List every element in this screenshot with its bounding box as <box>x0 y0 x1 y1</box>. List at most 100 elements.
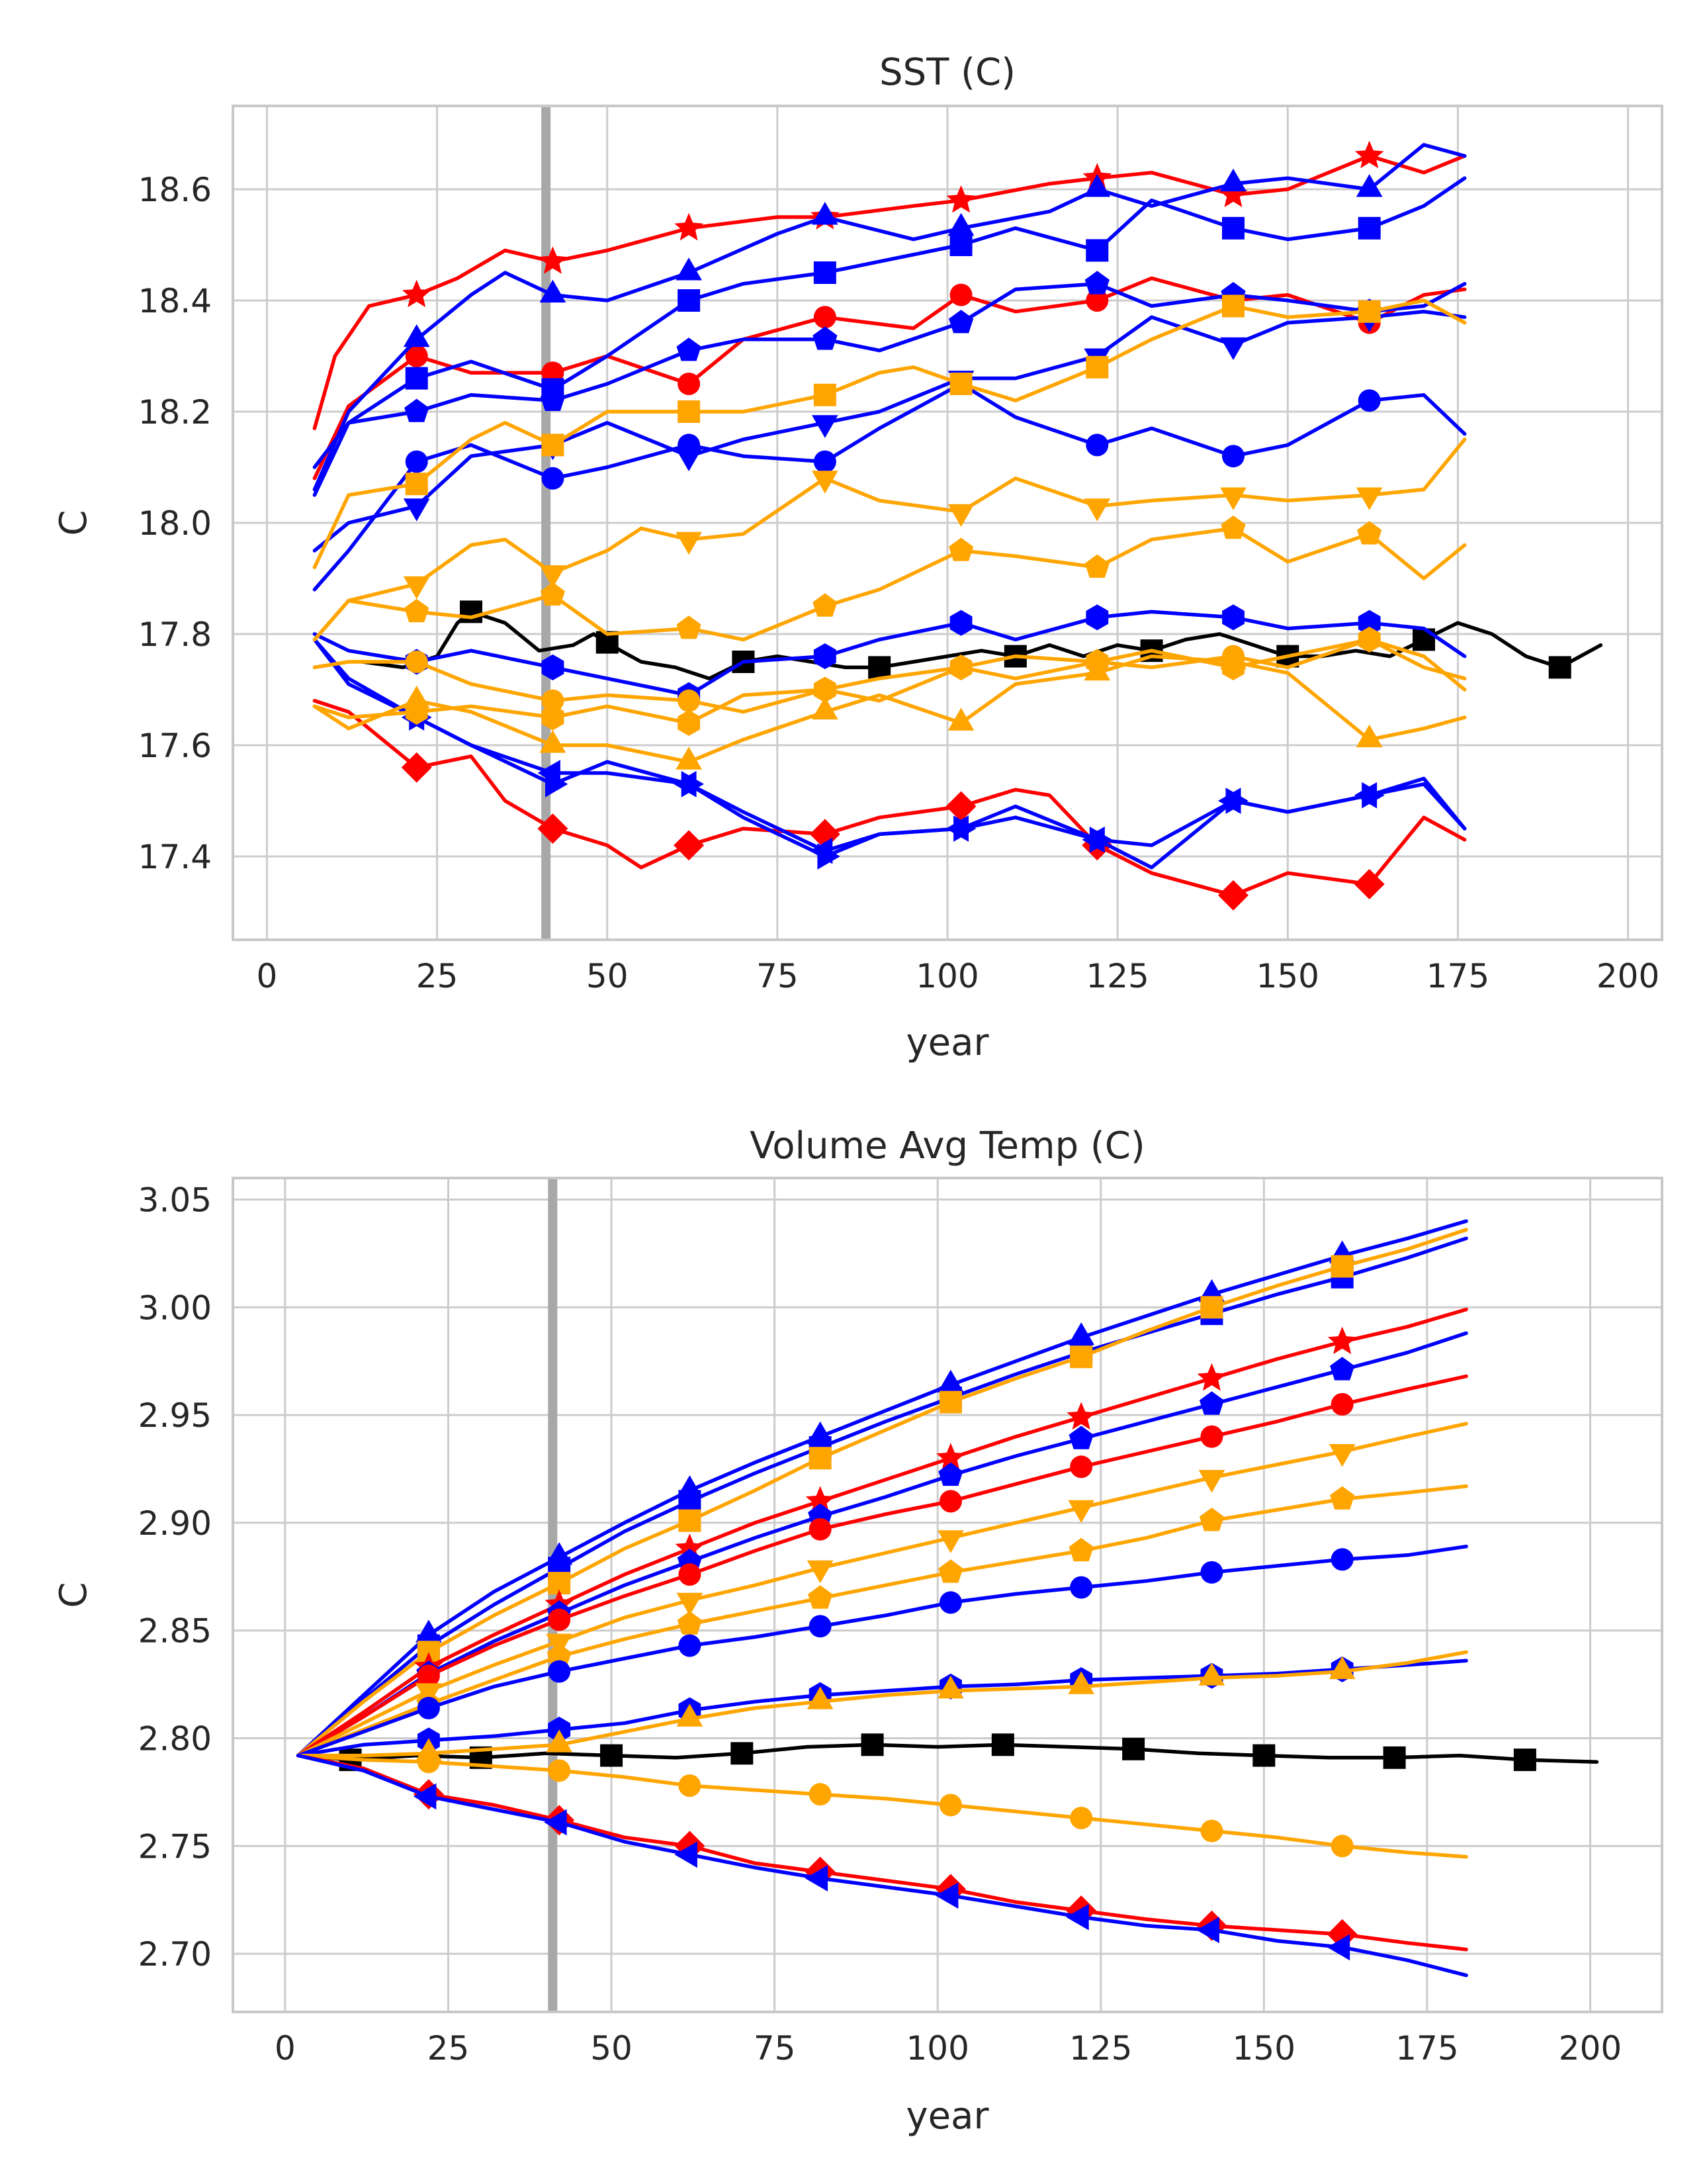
sst-series-marker <box>541 467 564 490</box>
sst-series-marker <box>1082 826 1105 853</box>
sst-panel: 0 25 50 75 100 125 150 175 200 17.417.617.818.01… <box>52 51 1663 1064</box>
sst-series-marker <box>949 610 973 636</box>
sst-series-marker <box>541 704 564 731</box>
volume-avg-temp-series-marker <box>938 1559 963 1583</box>
volume-avg-temp-series-marker <box>861 1733 884 1756</box>
volume-avg-temp-series-line <box>296 1753 1468 1859</box>
sst-series-marker <box>1358 626 1381 653</box>
volume-avg-temp-series-marker <box>1069 1426 1094 1449</box>
sst-series-line <box>312 176 1467 497</box>
volume-avg-temp-series-marker <box>678 1634 701 1657</box>
sst-series-marker <box>676 338 701 361</box>
volume-avg-temp-series-marker <box>1197 1363 1227 1391</box>
sst-series-marker <box>1086 433 1109 457</box>
sst-y-tick-label: 18.0 <box>138 504 212 543</box>
sst-y-axis-label: C <box>52 510 95 535</box>
sst-series-marker <box>809 819 840 850</box>
sst-series-11 <box>312 637 1467 870</box>
sst-series-marker <box>1086 355 1109 379</box>
sst-series-marker <box>1358 610 1381 636</box>
sst-series-marker <box>813 261 836 284</box>
sst-series-marker <box>539 730 566 753</box>
sst-series-marker <box>537 813 568 844</box>
sst-series-marker <box>1221 515 1246 539</box>
sst-y-tick-labels: 17.4 17.6 17.8 18.0 18.2 18.4 18.6 <box>138 171 212 876</box>
sst-series-marker <box>540 387 565 411</box>
volume-avg-temp-series-marker <box>936 1882 959 1909</box>
sst-series-line <box>312 310 1467 553</box>
sst-series-marker <box>1357 521 1382 545</box>
volume-avg-temp-series-marker <box>1069 1537 1094 1562</box>
volume-avg-temp-series-marker <box>1331 1392 1354 1416</box>
sst-series-marker <box>1222 604 1245 631</box>
sst-series-marker <box>1356 724 1383 748</box>
volume-avg-temp-series-marker <box>1066 1903 1089 1931</box>
sst-series-marker <box>868 656 891 679</box>
volume-avg-temp-series-6 <box>296 1374 1468 1758</box>
volume-avg-temp-series-marker <box>808 1585 833 1609</box>
sst-series-marker <box>947 212 975 236</box>
volume-avg-temp-series-marker <box>1068 1322 1095 1345</box>
sst-x-tick-labels: 0 25 50 75 100 125 150 175 200 <box>257 957 1660 995</box>
volume-avg-temp-series-line <box>296 1650 1468 1758</box>
sst-series-marker <box>676 615 701 639</box>
sst-series-line <box>312 382 1467 592</box>
sst-x-tick-label: 0 <box>257 957 278 995</box>
sst-series-marker <box>538 246 568 274</box>
volume-avg-temp-series-line <box>296 1236 1468 1758</box>
sst-x-tick-label: 25 <box>416 957 459 995</box>
sst-series-marker <box>1220 647 1247 670</box>
volume-avg-temp-series-marker <box>1383 1746 1406 1769</box>
sst-series-line <box>360 610 1603 680</box>
volume-avg-temp-series-marker <box>1198 1470 1225 1493</box>
sst-series-marker <box>1356 174 1383 197</box>
sst-series-marker <box>405 473 428 496</box>
volume-avg-temp-series-marker <box>676 1592 703 1616</box>
sst-series-line <box>312 282 1467 469</box>
sst-series-line <box>312 298 1467 569</box>
volume-avg-temp-series-marker <box>678 1563 701 1586</box>
sst-series-9 <box>312 604 1467 708</box>
sst-series <box>312 107 1603 938</box>
sst-series-marker <box>541 654 564 680</box>
sst-series-marker <box>405 450 428 473</box>
sst-title: SST (C) <box>879 51 1016 94</box>
volume-avg-temp-y-tick-label: 2.80 <box>138 1720 212 1758</box>
sst-series-4 <box>312 143 1467 492</box>
volume-avg-temp-series-marker <box>1200 1296 1223 1319</box>
sst-series-marker <box>404 598 429 623</box>
volume-avg-temp-series-marker <box>547 1643 572 1667</box>
sst-series-marker <box>1220 168 1247 192</box>
volume-avg-temp-series-marker <box>1329 1444 1356 1467</box>
volume-avg-temp-series-marker <box>805 1486 835 1514</box>
volume-avg-temp-x-tick-label: 0 <box>275 2029 296 2068</box>
volume-avg-temp-series-11 <box>296 1650 1468 1761</box>
volume-avg-temp-y-tick-label: 2.85 <box>138 1612 212 1651</box>
volume-avg-temp-series-marker <box>991 1733 1014 1756</box>
volume-avg-temp-series-marker <box>938 1675 964 1699</box>
sst-series-marker <box>1222 445 1245 468</box>
volume-avg-temp-series <box>296 1179 1599 2011</box>
sst-series-marker <box>949 283 973 306</box>
sst-series-marker <box>947 707 975 731</box>
sst-series-marker <box>676 257 702 281</box>
sst-series-marker <box>947 504 975 527</box>
volume-avg-temp-series-marker <box>1327 1919 1358 1950</box>
volume-avg-temp-series-marker <box>1200 1425 1223 1448</box>
sst-series-14 <box>312 515 1467 642</box>
volume-avg-temp-series-marker <box>677 1611 702 1635</box>
sst-series-marker <box>403 498 430 522</box>
volume-avg-temp-series-marker <box>1196 1917 1219 1944</box>
volume-avg-temp-series-marker <box>678 1490 701 1513</box>
volume-avg-temp-series-marker <box>544 1809 567 1836</box>
sst-grid <box>233 106 1662 940</box>
volume-avg-temp-series-12 <box>296 1751 1468 1859</box>
sst-series-marker <box>674 212 703 241</box>
volume-avg-temp-series-marker <box>1330 1357 1355 1381</box>
volume-avg-temp-series-marker <box>1330 1486 1355 1510</box>
volume-avg-temp-series-marker <box>805 1865 828 1891</box>
volume-avg-temp-y-tick-labels: 2.70 2.75 2.80 2.85 2.90 2.95 3.00 3.05 <box>138 1181 212 1974</box>
sst-series-marker <box>1222 216 1245 240</box>
volume-avg-temp-x-tick-label: 100 <box>906 2029 969 2068</box>
sst-series-line <box>312 610 1467 698</box>
